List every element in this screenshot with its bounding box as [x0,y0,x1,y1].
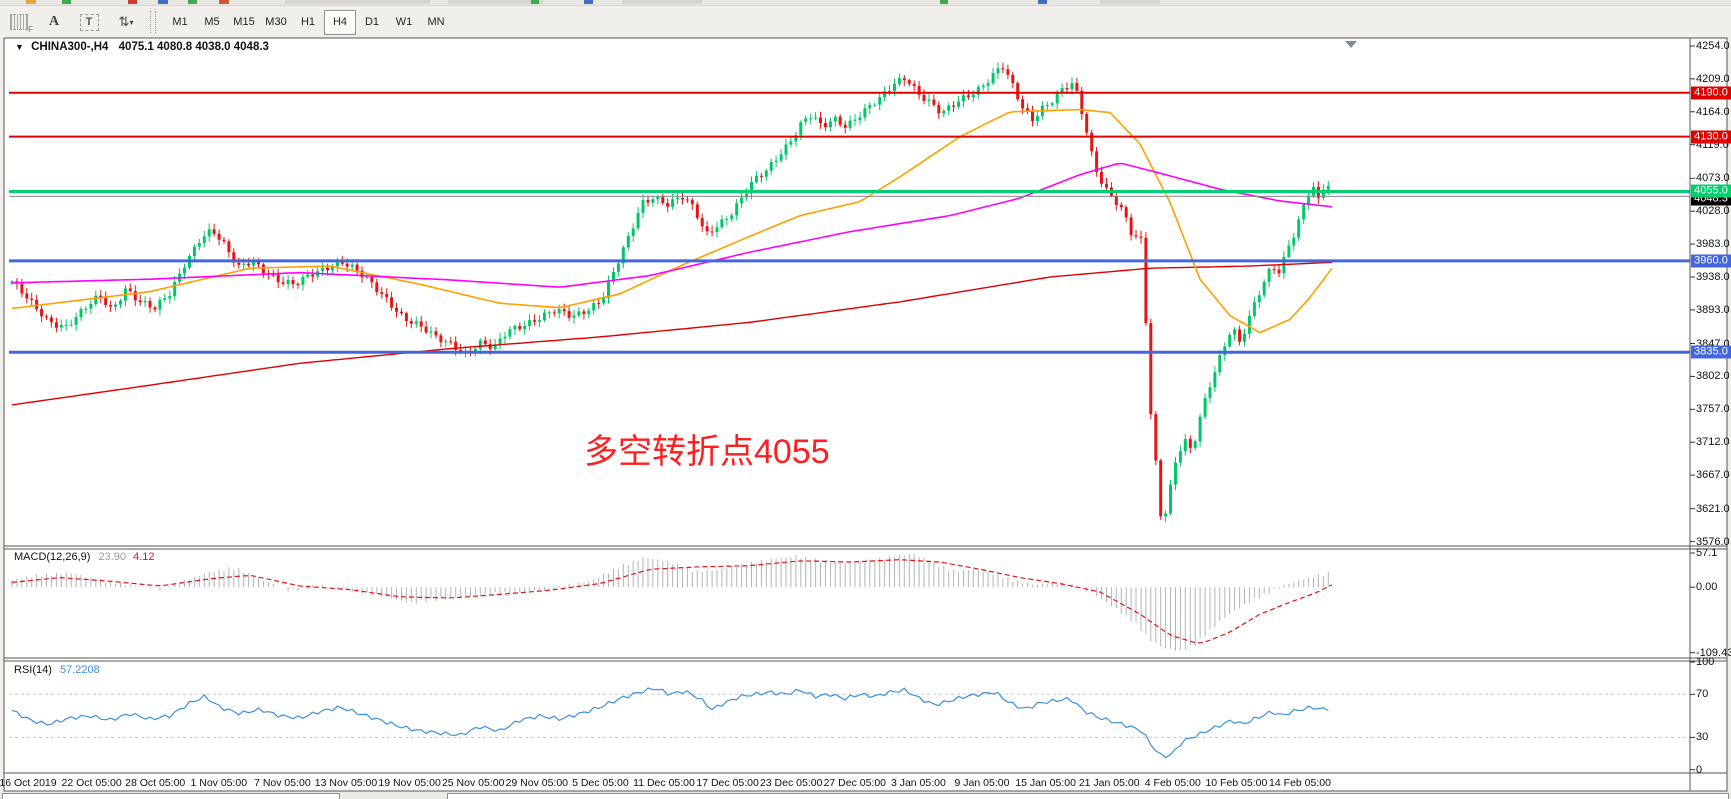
time-axis-label[interactable]: 17 Dec 05:00 [696,777,759,789]
price-axis-tick[interactable]: 3621.0 [1696,502,1730,515]
timeframe-button-M5[interactable]: M5 [204,16,220,28]
rsi-value: 57.2208 [59,664,100,676]
price-axis-tick[interactable]: 3576.0 [1696,535,1730,548]
time-axis-label[interactable]: 14 Feb 05:00 [1269,777,1331,789]
time-axis-label[interactable]: 22 Oct 05:00 [61,777,122,789]
rsi-axis-tick: 0 [1696,763,1703,776]
time-axis-label[interactable]: 1 Nov 05:00 [190,777,248,789]
macd-axis-tick: -109.43 [1696,646,1731,659]
price-axis-tick[interactable]: 3802.0 [1696,370,1730,383]
dropdown-caret-icon[interactable]: ▾ [129,17,134,27]
hline-price-tag: 4190.0 [1691,86,1731,100]
status-box-left [2,793,340,799]
time-axis-label[interactable]: 25 Nov 05:00 [441,777,505,789]
timeframe-button-M15[interactable]: M15 [233,16,255,28]
time-axis-label[interactable]: 13 Nov 05:00 [314,777,378,789]
macd-label: MACD(12,26,9) 23.90 4.12 [14,551,155,563]
chart-title: ▼ CHINA300-,H4 4075.1 4080.8 4038.0 4048… [15,41,269,53]
timeframe-button-H4[interactable]: H4 [324,9,356,35]
time-axis-label[interactable]: 3 Jan 05:00 [890,777,946,789]
time-axis-label[interactable]: 5 Dec 05:00 [572,777,629,789]
rsi-axis-tick: 70 [1696,688,1709,701]
ohlc-readout: 4075.1 4080.8 4038.0 4048.3 [118,41,269,53]
macd-name: MACD(12,26,9) [14,551,91,563]
price-axis-tick[interactable]: 3667.0 [1696,469,1730,482]
price-axis-tick[interactable]: 4028.0 [1696,205,1730,218]
price-axis-tick[interactable]: 3712.0 [1696,436,1730,449]
time-axis-label[interactable]: 28 Oct 05:00 [125,777,186,789]
toolbar-grip[interactable] [150,11,156,33]
timeframe-button-H1[interactable]: H1 [300,16,316,28]
macd-main-value: 23.90 [98,551,127,563]
chart-text-annotation: 多空转折点4055 [584,433,830,471]
chart-toolbar: F A T ⇅ ▾ M1 M5 M15 M30 H1 H4 D1 W1 MN [0,6,1731,38]
macd-axis-tick: 57.1 [1696,547,1718,559]
timeframe-button-MN[interactable]: MN [427,16,445,28]
timeframe-button-M30[interactable]: M30 [265,16,287,28]
price-axis-tick[interactable]: 3893.0 [1696,303,1730,316]
price-axis-tick[interactable]: 3757.0 [1696,403,1730,416]
rsi-axis-tick: 100 [1696,656,1715,668]
timeframe-button-M1[interactable]: M1 [172,16,188,28]
rsi-label: RSI(14) 57.2208 [14,664,100,676]
arrows-icon: ⇅ [118,14,130,29]
symbol-dropdown-icon[interactable]: ▼ [15,42,24,52]
time-axis-label[interactable]: 9 Jan 05:00 [954,777,1010,789]
text-label-button[interactable]: T [76,9,102,35]
letter-a-icon: A [48,14,60,29]
time-axis-label[interactable]: 10 Feb 05:00 [1205,777,1268,789]
price-axis-tick[interactable]: 3938.0 [1696,270,1730,283]
macd-axis-tick: 0.00 [1696,581,1718,594]
time-axis-label[interactable]: 16 Oct 2019 [0,777,57,789]
time-axis-label[interactable]: 27 Dec 05:00 [823,777,887,789]
price-axis-tick[interactable]: 4164.0 [1696,105,1730,118]
hline-price-tag: 3835.0 [1691,345,1731,359]
time-axis-label[interactable]: 29 Nov 05:00 [505,777,569,789]
time-axis-label[interactable]: 7 Nov 05:00 [254,777,311,789]
hline-price-tag: 4055.0 [1691,184,1731,198]
symbol-name: CHINA300-,H4 [31,41,109,53]
time-axis-label[interactable]: 23 Dec 05:00 [759,777,823,789]
time-axis-label[interactable]: 4 Feb 05:00 [1144,777,1201,789]
status-bar [0,792,1731,799]
time-axis-label[interactable]: 15 Jan 05:00 [1015,777,1076,789]
timeframe-button-D1[interactable]: D1 [364,16,380,28]
time-axis-label[interactable]: 11 Dec 05:00 [633,777,695,789]
grid-frame-button[interactable]: F [6,9,33,35]
price-axis-tick[interactable]: 4209.0 [1696,72,1730,85]
time-axis-label[interactable]: 19 Nov 05:00 [378,777,441,789]
time-axis-label[interactable]: 21 Jan 05:00 [1078,777,1140,789]
price-axis-tick[interactable]: 4073.0 [1696,172,1730,185]
rsi-name: RSI(14) [14,664,52,676]
text-label-icon: T [79,13,99,31]
price-axis-tick[interactable]: 4254.0 [1696,40,1730,52]
rsi-axis-tick: 30 [1696,731,1709,744]
hline-price-tag: 4130.0 [1691,130,1731,144]
status-box-right [447,793,1729,799]
grid-frame-icon: F [10,14,33,34]
line-studies-button[interactable]: ⇅ ▾ [113,9,139,35]
text-a-button[interactable]: A [41,9,67,35]
price-axis-tick[interactable]: 3983.0 [1696,238,1730,251]
cropped-upper-toolbar [0,0,1731,6]
hline-price-tag: 3960.0 [1691,254,1731,268]
macd-signal-value: 4.12 [133,551,155,563]
timeframe-button-group: M1 M5 M15 M30 H1 H4 D1 W1 MN [164,9,452,35]
chart-shift-marker[interactable] [1345,41,1357,48]
timeframe-button-W1[interactable]: W1 [395,16,413,28]
